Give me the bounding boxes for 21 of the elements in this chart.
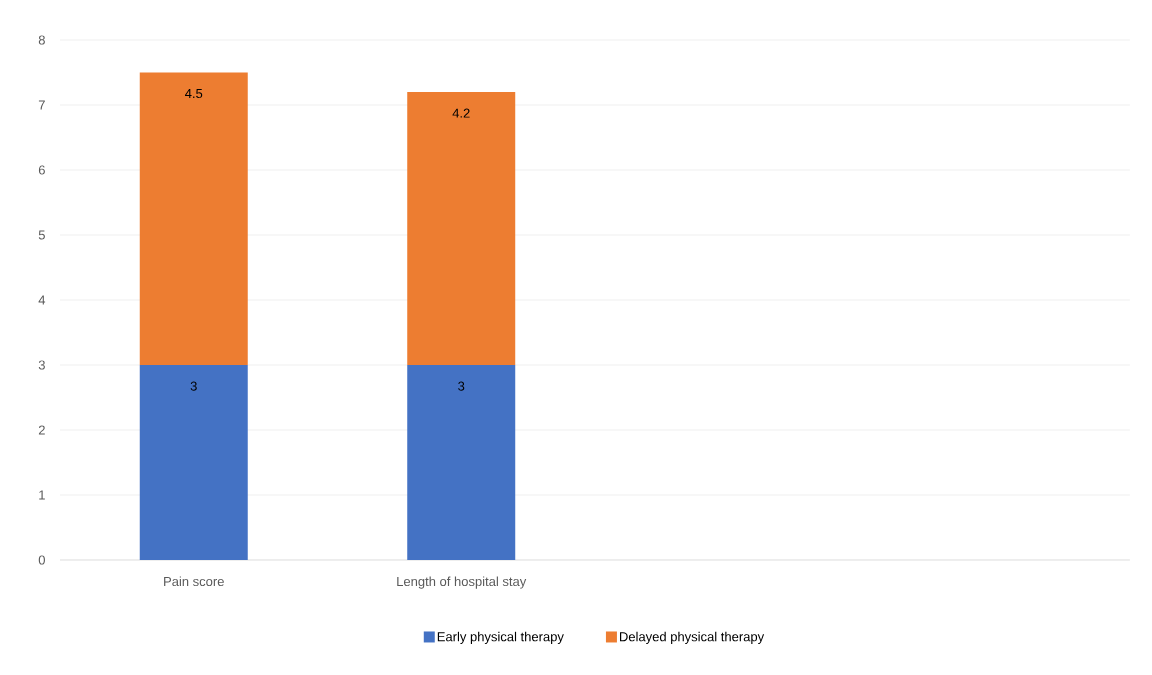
y-tick-label: 6	[38, 165, 45, 175]
data-label: 4.5	[185, 89, 203, 99]
data-label: 4.2	[452, 108, 470, 118]
y-tick-label: 0	[38, 555, 45, 565]
x-tick-label: Length of hospital stay	[397, 576, 527, 589]
legend-label: Early physical therapy	[437, 631, 564, 644]
data-label: 3	[190, 381, 197, 391]
bar	[139, 72, 248, 365]
y-tick-label: 8	[38, 35, 45, 45]
y-tick-label: 1	[39, 490, 45, 500]
bar	[139, 364, 248, 560]
legend-label: Delayed physical therapy	[620, 631, 765, 644]
y-tick-label: 3	[38, 360, 45, 370]
bar	[407, 92, 516, 365]
y-tick-label: 7	[38, 100, 45, 110]
y-tick-label: 2	[38, 425, 45, 435]
y-tick-label: 5	[38, 230, 45, 240]
bar	[407, 364, 516, 560]
y-tick-label: 4	[38, 295, 46, 305]
data-label: 3	[458, 381, 465, 391]
x-tick-label: Pain score	[164, 576, 224, 587]
